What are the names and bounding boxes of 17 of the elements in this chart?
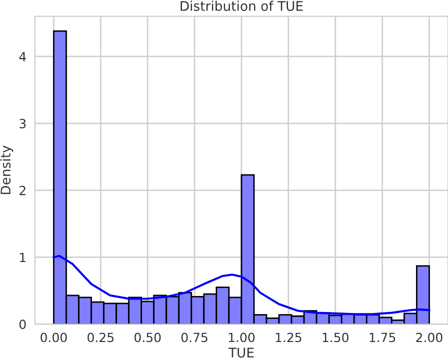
chart-title: Distribution of TUE — [180, 0, 303, 11]
y-tick-label: 2 — [20, 186, 26, 196]
x-tick-label: 0.50 — [134, 332, 161, 342]
x-tick-label: 1.50 — [322, 332, 348, 342]
y-axis-title: Density — [0, 146, 14, 194]
x-tick-label: 0.25 — [88, 332, 114, 342]
x-tick-label: 2.00 — [416, 332, 442, 342]
y-tick-label: 0 — [19, 320, 26, 330]
y-tick-label: 3 — [20, 118, 26, 128]
x-tick-label: 1.00 — [228, 332, 255, 342]
x-tick-label: 1.25 — [276, 332, 302, 342]
x-tick-label: 0.00 — [40, 332, 67, 342]
y-tick-label: 1 — [20, 252, 26, 262]
x-tick-label: 0.75 — [181, 332, 208, 342]
y-tick-label: 4 — [19, 52, 26, 62]
x-axis-title: TUE — [228, 348, 254, 358]
x-tick-label: 1.75 — [370, 332, 396, 342]
